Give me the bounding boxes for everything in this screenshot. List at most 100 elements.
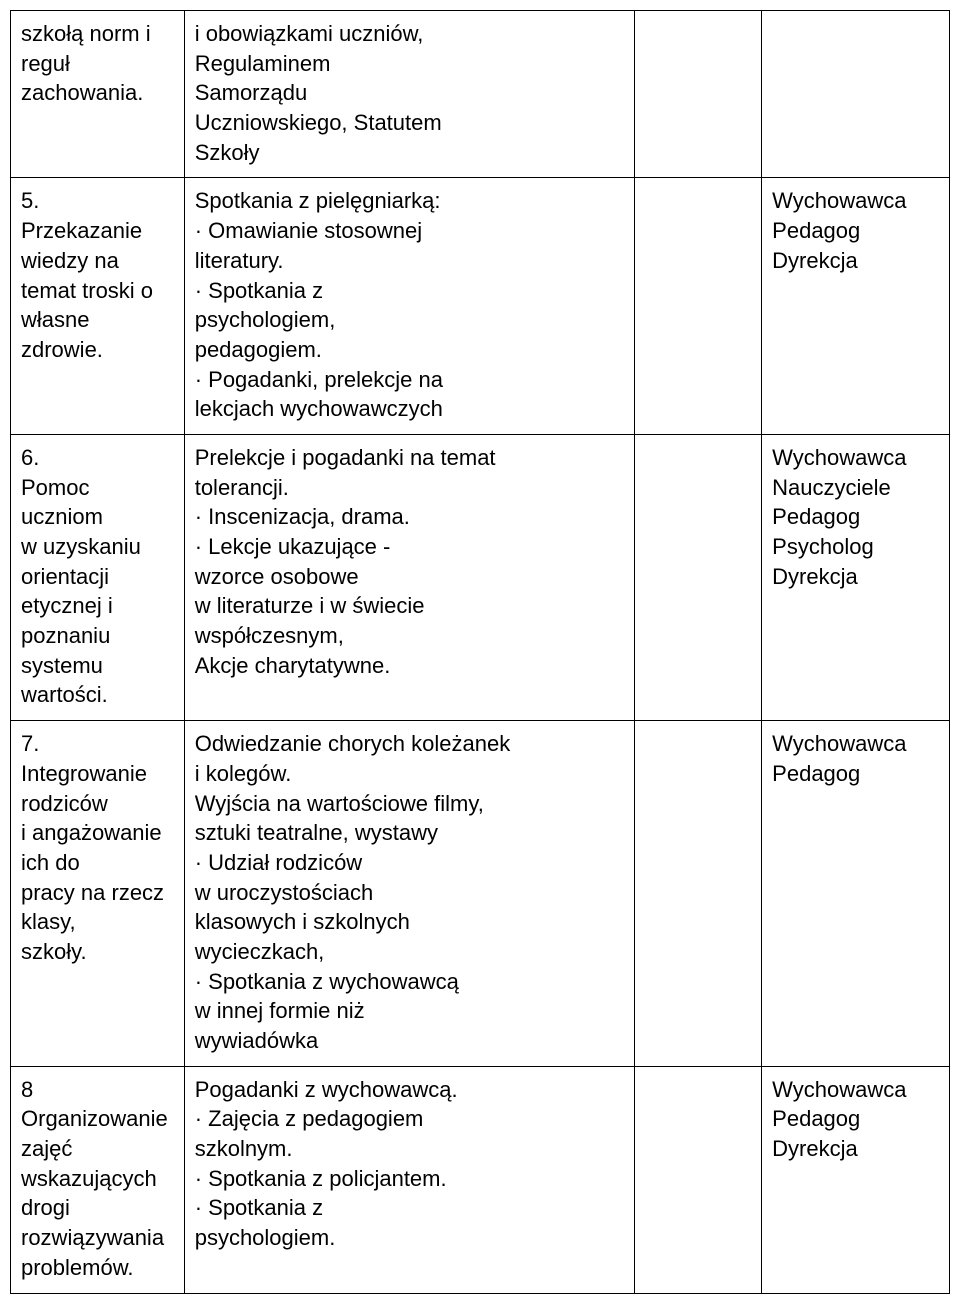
cell-col2: Spotkania z pielęgniarką: · Omawianie st… bbox=[184, 178, 635, 435]
text-line: i obowiązkami uczniów, bbox=[195, 19, 625, 49]
text-line: Pedagog bbox=[772, 759, 939, 789]
cell-col1: 6. Pomoc uczniom w uzyskaniu orientacji … bbox=[11, 434, 185, 720]
text-line: Przekazanie bbox=[21, 216, 174, 246]
text-line: · Spotkania z bbox=[195, 276, 625, 306]
text-line: Prelekcje i pogadanki na temat bbox=[195, 443, 625, 473]
text-line: Organizowanie bbox=[21, 1104, 174, 1134]
text-line: rodziców bbox=[21, 789, 174, 819]
text-line: Samorządu bbox=[195, 78, 625, 108]
cell-col1: 7. Integrowanie rodziców i angażowanie i… bbox=[11, 721, 185, 1067]
text-line: wartości. bbox=[21, 680, 174, 710]
table-row: 5. Przekazanie wiedzy na temat troski o … bbox=[11, 178, 950, 435]
text-line: szkołą norm i bbox=[21, 19, 174, 49]
table-row: 6. Pomoc uczniom w uzyskaniu orientacji … bbox=[11, 434, 950, 720]
cell-col4: Wychowawca Pedagog bbox=[762, 721, 950, 1067]
text-line: klasowych i szkolnych bbox=[195, 907, 625, 937]
cell-col3 bbox=[635, 721, 762, 1067]
text-line: · Omawianie stosownej bbox=[195, 216, 625, 246]
text-line: orientacji bbox=[21, 562, 174, 592]
text-line: Nauczyciele bbox=[772, 473, 939, 503]
text-line: Integrowanie bbox=[21, 759, 174, 789]
text-line: psychologiem, bbox=[195, 305, 625, 335]
text-line: Dyrekcja bbox=[772, 562, 939, 592]
text-line: Pogadanki z wychowawcą. bbox=[195, 1075, 625, 1105]
text-line: i kolegów. bbox=[195, 759, 625, 789]
text-line: problemów. bbox=[21, 1253, 174, 1283]
text-line: własne bbox=[21, 305, 174, 335]
cell-col4 bbox=[762, 11, 950, 178]
cell-col2: i obowiązkami uczniów, Regulaminem Samor… bbox=[184, 11, 635, 178]
text-line: Pedagog bbox=[772, 502, 939, 532]
cell-col3 bbox=[635, 434, 762, 720]
table-row: szkołą norm i reguł zachowania. i obowią… bbox=[11, 11, 950, 178]
text-line: · Lekcje ukazujące - bbox=[195, 532, 625, 562]
text-line: reguł bbox=[21, 49, 174, 79]
text-line: systemu bbox=[21, 651, 174, 681]
cell-col3 bbox=[635, 178, 762, 435]
text-line: w uroczystościach bbox=[195, 878, 625, 908]
text-line: zdrowie. bbox=[21, 335, 174, 365]
text-line: w innej formie niż bbox=[195, 996, 625, 1026]
text-line: Dyrekcja bbox=[772, 246, 939, 276]
cell-col3 bbox=[635, 1066, 762, 1293]
text-line: poznaniu bbox=[21, 621, 174, 651]
text-line: Uczniowskiego, Statutem bbox=[195, 108, 625, 138]
text-line: współczesnym, bbox=[195, 621, 625, 651]
cell-col2: Prelekcje i pogadanki na temat tolerancj… bbox=[184, 434, 635, 720]
cell-col2: Odwiedzanie chorych koleżanek i kolegów.… bbox=[184, 721, 635, 1067]
text-line: Spotkania z pielęgniarką: bbox=[195, 186, 625, 216]
text-line: · Spotkania z bbox=[195, 1193, 625, 1223]
text-line: literatury. bbox=[195, 246, 625, 276]
table-body: szkołą norm i reguł zachowania. i obowią… bbox=[11, 11, 950, 1294]
text-line: lekcjach wychowawczych bbox=[195, 394, 625, 424]
text-line: klasy, bbox=[21, 907, 174, 937]
text-line: temat troski o bbox=[21, 276, 174, 306]
text-line: sztuki teatralne, wystawy bbox=[195, 818, 625, 848]
cell-col1: szkołą norm i reguł zachowania. bbox=[11, 11, 185, 178]
text-line: Szkoły bbox=[195, 138, 625, 168]
text-line: Akcje charytatywne. bbox=[195, 651, 625, 681]
text-line: w uzyskaniu bbox=[21, 532, 174, 562]
table-row: 8 Organizowanie zajęć wskazujących drogi… bbox=[11, 1066, 950, 1293]
cell-col4: Wychowawca Nauczyciele Pedagog Psycholog… bbox=[762, 434, 950, 720]
text-line: · Pogadanki, prelekcje na bbox=[195, 365, 625, 395]
text-line: wywiadówka bbox=[195, 1026, 625, 1056]
text-line: · Spotkania z policjantem. bbox=[195, 1164, 625, 1194]
text-line: Regulaminem bbox=[195, 49, 625, 79]
text-line: etycznej i bbox=[21, 591, 174, 621]
text-line: · Spotkania z wychowawcą bbox=[195, 967, 625, 997]
text-line: 7. bbox=[21, 729, 174, 759]
text-line: szkoły. bbox=[21, 937, 174, 967]
cell-col1: 5. Przekazanie wiedzy na temat troski o … bbox=[11, 178, 185, 435]
text-line: · Inscenizacja, drama. bbox=[195, 502, 625, 532]
text-line: w literaturze i w świecie bbox=[195, 591, 625, 621]
text-line: wzorce osobowe bbox=[195, 562, 625, 592]
cell-col3 bbox=[635, 11, 762, 178]
text-line: 5. bbox=[21, 186, 174, 216]
text-line: Wychowawca bbox=[772, 1075, 939, 1105]
text-line: wskazujących bbox=[21, 1164, 174, 1194]
cell-col4: Wychowawca Pedagog Dyrekcja bbox=[762, 178, 950, 435]
text-line: wycieczkach, bbox=[195, 937, 625, 967]
text-line: Psycholog bbox=[772, 532, 939, 562]
text-line: Wychowawca bbox=[772, 729, 939, 759]
cell-col4: Wychowawca Pedagog Dyrekcja bbox=[762, 1066, 950, 1293]
text-line: Pomoc uczniom bbox=[21, 473, 174, 532]
text-line: zachowania. bbox=[21, 78, 174, 108]
text-line: 8 bbox=[21, 1075, 174, 1105]
text-line: pracy na rzecz bbox=[21, 878, 174, 908]
text-line: Odwiedzanie chorych koleżanek bbox=[195, 729, 625, 759]
text-line: Wychowawca bbox=[772, 443, 939, 473]
text-line: i angażowanie bbox=[21, 818, 174, 848]
text-line: zajęć bbox=[21, 1134, 174, 1164]
text-line: Pedagog bbox=[772, 1104, 939, 1134]
text-line: drogi bbox=[21, 1193, 174, 1223]
text-line: szkolnym. bbox=[195, 1134, 625, 1164]
cell-col1: 8 Organizowanie zajęć wskazujących drogi… bbox=[11, 1066, 185, 1293]
cell-col2: Pogadanki z wychowawcą. · Zajęcia z peda… bbox=[184, 1066, 635, 1293]
text-line: pedagogiem. bbox=[195, 335, 625, 365]
text-line: · Zajęcia z pedagogiem bbox=[195, 1104, 625, 1134]
text-line: Dyrekcja bbox=[772, 1134, 939, 1164]
text-line: Pedagog bbox=[772, 216, 939, 246]
text-line: wiedzy na bbox=[21, 246, 174, 276]
